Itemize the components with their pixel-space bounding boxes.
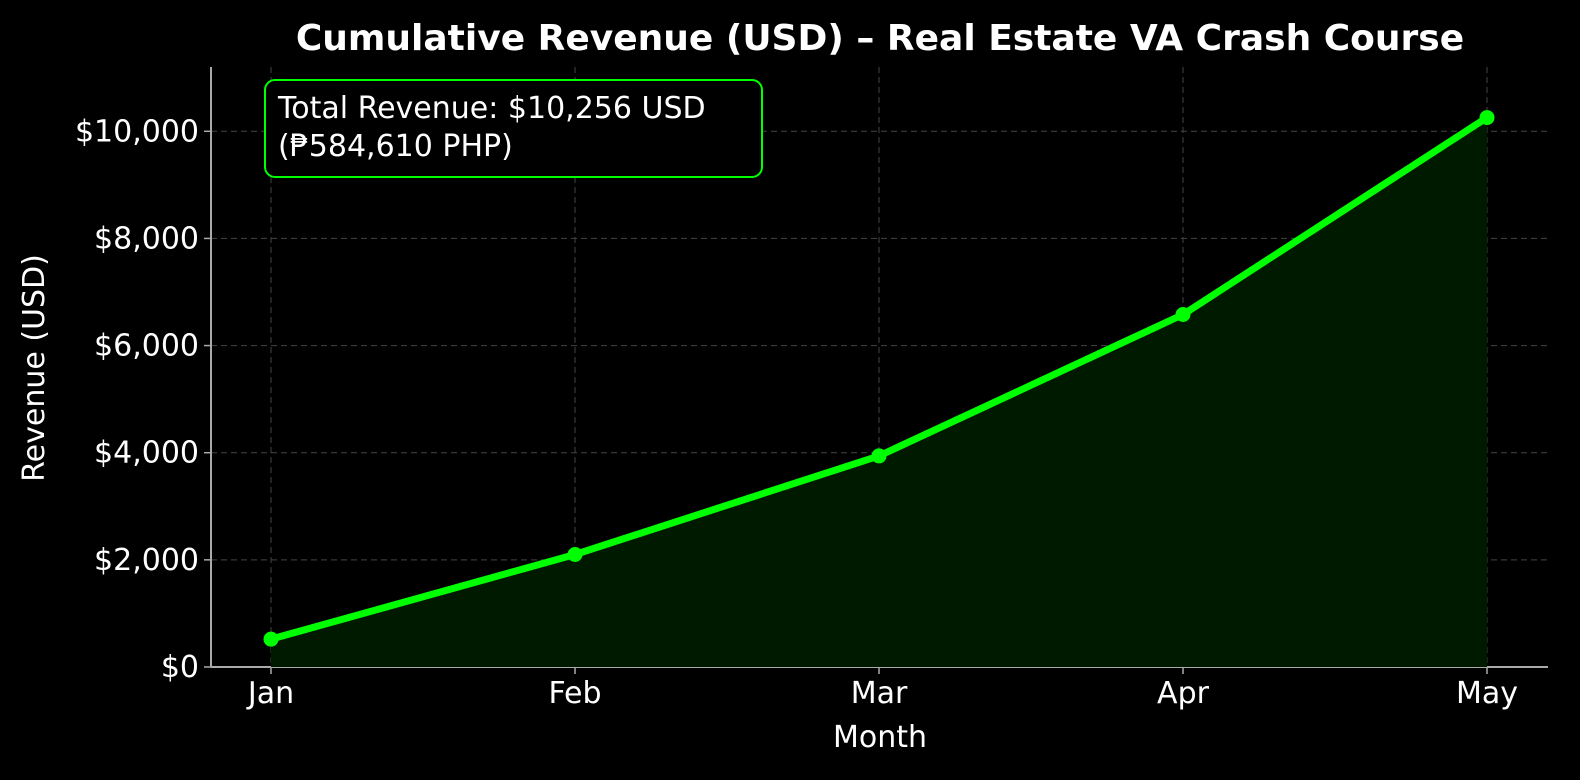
y-axis-label: Revenue (USD) bbox=[17, 254, 52, 482]
y-tick-label: $8,000 bbox=[94, 221, 199, 256]
area-fill bbox=[271, 117, 1487, 668]
annotation-line-2: (₱584,610 PHP) bbox=[278, 129, 513, 164]
x-axis-label: Month bbox=[833, 720, 927, 755]
chart-title: Cumulative Revenue (USD) – Real Estate V… bbox=[296, 18, 1464, 59]
y-tick-label: $2,000 bbox=[94, 543, 199, 578]
y-tick-label: $4,000 bbox=[94, 436, 199, 471]
annotation-frame bbox=[264, 79, 763, 178]
y-tick-label: $6,000 bbox=[94, 329, 199, 364]
series-layer bbox=[263, 110, 1495, 668]
x-tick-label: May bbox=[1456, 676, 1518, 711]
data-point bbox=[1479, 110, 1495, 126]
x-tick-label: Feb bbox=[548, 676, 601, 711]
data-point bbox=[1175, 307, 1191, 322]
data-point bbox=[871, 448, 887, 464]
x-tick-label: Apr bbox=[1157, 676, 1210, 711]
annotation-line-1: Total Revenue: $10,256 USD bbox=[277, 91, 706, 126]
annotation-box: Total Revenue: $10,256 USD (₱584,610 PHP… bbox=[264, 79, 763, 178]
y-tick-label: $0 bbox=[161, 650, 199, 685]
x-tick-label: Mar bbox=[851, 676, 908, 711]
y-tick-label: $10,000 bbox=[75, 114, 199, 149]
x-tick-label: Jan bbox=[246, 676, 294, 711]
tick-labels: $0 $2,000 $4,000 $6,000 $8,000 $10,000 Jan Feb M… bbox=[75, 114, 1518, 711]
data-point bbox=[567, 547, 583, 562]
data-point bbox=[263, 631, 279, 647]
